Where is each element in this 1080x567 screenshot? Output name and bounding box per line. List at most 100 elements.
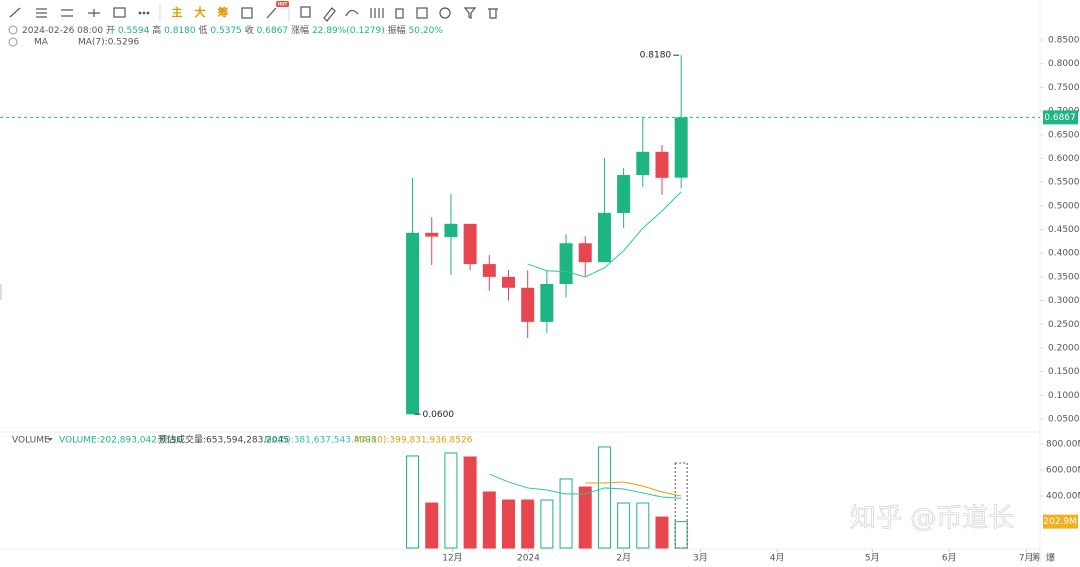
candle-body: [578, 243, 592, 263]
info-text: 2024-02-26 08:00: [22, 26, 103, 36]
info-text: 低: [199, 24, 208, 36]
volume-legend: MA(10):399,831,936.8526: [354, 436, 473, 446]
info-text: 0.8180: [164, 26, 196, 36]
y-tick-label: 0.4000: [1048, 249, 1080, 259]
y-tick-label: 0.6000: [1048, 154, 1080, 164]
y-tick-label: 0.2500: [1048, 320, 1080, 330]
x-tick-label: 4月: [770, 553, 785, 564]
y-tick-label: 800.00M: [1046, 440, 1080, 450]
hot-badge-bg: [276, 1, 289, 7]
candle-body: [463, 223, 477, 265]
corner-label: 爆: [1046, 552, 1055, 564]
y-tick-label: 0.4500: [1048, 225, 1080, 235]
y-tick-label: 0.1500: [1048, 367, 1080, 377]
candle-body: [674, 117, 688, 178]
info-text: 收: [245, 24, 254, 36]
candle-body: [617, 175, 631, 213]
y-tick-label: 0.5500: [1048, 178, 1080, 188]
candle-body: [482, 264, 496, 277]
info-text: 22.89%(0.1279): [312, 26, 385, 36]
y-tick-label: 0.6500: [1048, 130, 1080, 140]
x-tick-label: 2024: [517, 554, 540, 564]
volume-bar: [540, 499, 554, 549]
candle-body: [425, 232, 439, 237]
volume-bar: [559, 478, 573, 549]
candle-body: [636, 151, 650, 176]
y-tick-label: 0.0500: [1048, 415, 1080, 425]
y-tick-label: 0.1000: [1048, 391, 1080, 401]
volume-bar: [501, 499, 515, 549]
volume-bar: [521, 499, 535, 549]
volume-bar: [578, 486, 592, 549]
candle-body: [521, 287, 535, 322]
volume-current-label: 202.9M: [1043, 517, 1077, 527]
candle-body: [597, 212, 611, 263]
candle-body: [540, 283, 554, 322]
y-tick-label: 0.2000: [1048, 343, 1080, 353]
ma-line: [527, 191, 682, 278]
low-label: 0.0600: [423, 410, 455, 420]
volume-legend: 预估成交量:653,594,283.2045: [158, 434, 289, 446]
volume-bar: [406, 455, 420, 549]
last-price-box: [1043, 110, 1078, 125]
collapse-icon[interactable]: [8, 25, 18, 35]
volume-bar: [636, 502, 650, 549]
corner-label: 筹: [1032, 552, 1041, 564]
toolbar-icons: [0, 5, 498, 300]
y-tick-label: 0.3500: [1048, 272, 1080, 282]
dropdown-icon: [47, 438, 53, 441]
toolbar: 主 大 筹 HOT: [172, 1, 289, 19]
toolbar-button[interactable]: 主: [172, 5, 183, 19]
candle-body: [501, 276, 515, 288]
last-price-label: 0.6867: [1044, 113, 1076, 123]
y-tick-label: 0.5000: [1048, 201, 1080, 211]
volume-bar: [617, 502, 631, 549]
info-text: 开: [106, 25, 115, 36]
x-tick-label: 2月: [616, 553, 631, 564]
x-tick-label: 7月: [1019, 553, 1034, 564]
toolbar-button[interactable]: 大: [195, 5, 206, 19]
x-tick-label: 6月: [942, 553, 957, 564]
collapse-icon[interactable]: [8, 37, 18, 47]
x-tick-label: 12月: [442, 553, 462, 564]
watermark: 知乎 @币道长: [850, 504, 1014, 534]
info-text: 50.20%: [409, 26, 444, 36]
volume-current-box: [1043, 514, 1078, 529]
candle-body: [655, 151, 669, 178]
candle-body: [406, 232, 420, 415]
y-tick-label: 0.8000: [1048, 59, 1080, 69]
info-text: 0.6867: [257, 26, 289, 36]
y-tick-label: 0.3000: [1048, 296, 1080, 306]
info-text: 0.5375: [210, 26, 242, 36]
y-tick-label: 0.7500: [1048, 83, 1080, 93]
volume-bar: [444, 452, 458, 549]
y-tick-label: 600.00M: [1046, 466, 1080, 476]
info-text: 高: [152, 24, 161, 36]
ma-title: MA: [34, 38, 49, 48]
y-tick-label: 400.00M: [1046, 492, 1080, 502]
volume-title: VOLUME: [12, 436, 50, 446]
volume-legend: MA(5):381,637,543.4398: [264, 436, 377, 446]
info-text: 涨幅: [291, 24, 309, 36]
x-tick-label: 5月: [865, 553, 880, 564]
candle-body: [444, 223, 458, 238]
volume-bar: [597, 446, 611, 549]
volume-legend: VOLUME:202,893,042.8150: [59, 436, 183, 446]
x-tick-label: 3月: [693, 553, 708, 564]
volume-bar: [463, 456, 477, 549]
volume-ma-line: [585, 481, 682, 497]
info-text: 振幅: [388, 24, 406, 36]
candle-body: [559, 243, 573, 284]
high-label: 0.8180: [640, 51, 672, 61]
toolbar-button[interactable]: 筹: [218, 5, 229, 19]
volume-bar: [674, 521, 688, 549]
volume-estimate: [674, 462, 688, 549]
ma-legend: MA(7):0.5296: [78, 38, 139, 48]
volume-bar: [425, 502, 439, 549]
info-text: 0.5594: [118, 26, 150, 36]
y-tick-label: 0.8500: [1048, 36, 1080, 46]
ohlc-info: 2024-02-26 08:00 开 0.5594 高 0.8180 低 0.5…: [22, 24, 443, 36]
volume-ma-line: [489, 473, 682, 499]
